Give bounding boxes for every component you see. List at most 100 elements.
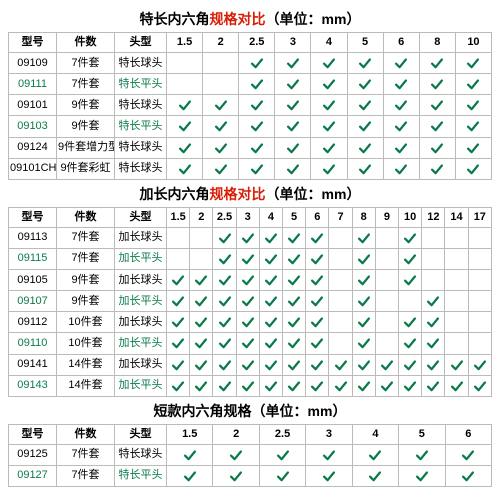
table-row: 0914114件套加长球头 [9,354,492,375]
cell-mark [239,53,275,74]
cell-head: 特长球头 [115,53,167,74]
cell-mark [347,53,383,74]
cell-mark [236,249,259,270]
cell-mark [311,74,347,95]
check-icon [473,358,487,370]
col-size: 8 [419,33,455,53]
check-icon [430,99,444,111]
cell-mark [311,95,347,116]
cell-mark [259,227,282,248]
cell-mark [445,291,468,312]
check-icon [276,470,290,482]
title-pre: 短款内六角规格（单位：mm） [154,403,347,419]
check-icon [286,57,300,69]
table-row: 09101CH9件套彩虹特长球头 [9,158,492,179]
col-size: 3 [306,424,352,444]
cell-mark [347,158,383,179]
cell-mark [306,312,329,333]
cell-mark [468,333,491,354]
check-icon [264,295,278,307]
check-icon [310,232,324,244]
table-row: 091257件套特长球头 [9,444,492,465]
cell-mark [468,227,491,248]
cell-mark [329,312,352,333]
cell-model: 09103 [9,116,57,137]
cell-model: 09143 [9,375,57,396]
check-icon [426,380,440,392]
spec-table: 型号件数头型1.522.53456810091097件套特长球头091117件套… [8,32,492,180]
col-size: 1.5 [167,424,213,444]
table-header-row: 型号件数头型1.522.53456810 [9,33,492,53]
cell-mark [329,291,352,312]
check-icon [357,380,371,392]
cell-mark [399,249,422,270]
cell-mark [375,291,398,312]
cell-mark [455,53,491,74]
check-icon [287,316,301,328]
check-icon [426,337,440,349]
cell-mark [213,333,236,354]
cell-pieces: 9件套 [57,291,115,312]
cell-model: 09101 [9,95,57,116]
check-icon [264,253,278,265]
check-icon [310,295,324,307]
cell-model: 09110 [9,333,57,354]
check-icon [403,316,417,328]
cell-head: 加长球头 [115,354,167,375]
check-icon [403,358,417,370]
check-icon [415,470,429,482]
check-icon [287,295,301,307]
cell-mark [283,333,306,354]
title-post: （单位：mm） [266,11,361,27]
cell-mark [167,158,203,179]
table-row: 091117件套特长平头 [9,74,492,95]
spec-table: 型号件数头型1.522.53456091257件套特长球头091277件套特长平… [8,424,492,487]
cell-pieces: 7件套 [57,249,115,270]
check-icon [310,316,324,328]
cell-mark [259,291,282,312]
check-icon [368,470,382,482]
cell-mark [259,312,282,333]
check-icon [241,274,255,286]
cell-mark [283,270,306,291]
check-icon [322,99,336,111]
check-icon [466,99,480,111]
check-icon [214,141,228,153]
cell-mark [167,375,190,396]
cell-pieces: 7件套 [57,74,115,95]
cell-mark [167,333,190,354]
cell-mark [399,465,445,486]
check-icon [380,380,394,392]
cell-mark [445,270,468,291]
check-icon [450,358,464,370]
cell-mark [259,270,282,291]
col-head: 头型 [115,33,167,53]
cell-mark [311,53,347,74]
cell-mark [468,375,491,396]
check-icon [394,163,408,175]
cell-mark [375,227,398,248]
col-size: 6 [445,424,491,444]
check-icon [264,337,278,349]
cell-mark [352,312,375,333]
cell-mark [422,375,445,396]
check-icon [178,163,192,175]
cell-mark [352,354,375,375]
cell-mark [190,333,213,354]
cell-mark [167,354,190,375]
check-icon [394,120,408,132]
cell-mark [311,137,347,158]
cell-mark [445,249,468,270]
cell-head: 特长平头 [115,74,167,95]
cell-mark [275,116,311,137]
check-icon [368,449,382,461]
cell-mark [422,227,445,248]
check-icon [286,120,300,132]
cell-mark [275,158,311,179]
cell-mark [352,291,375,312]
check-icon [310,253,324,265]
cell-mark [236,227,259,248]
check-icon [218,232,232,244]
cell-mark [213,249,236,270]
cell-head: 特长球头 [115,95,167,116]
